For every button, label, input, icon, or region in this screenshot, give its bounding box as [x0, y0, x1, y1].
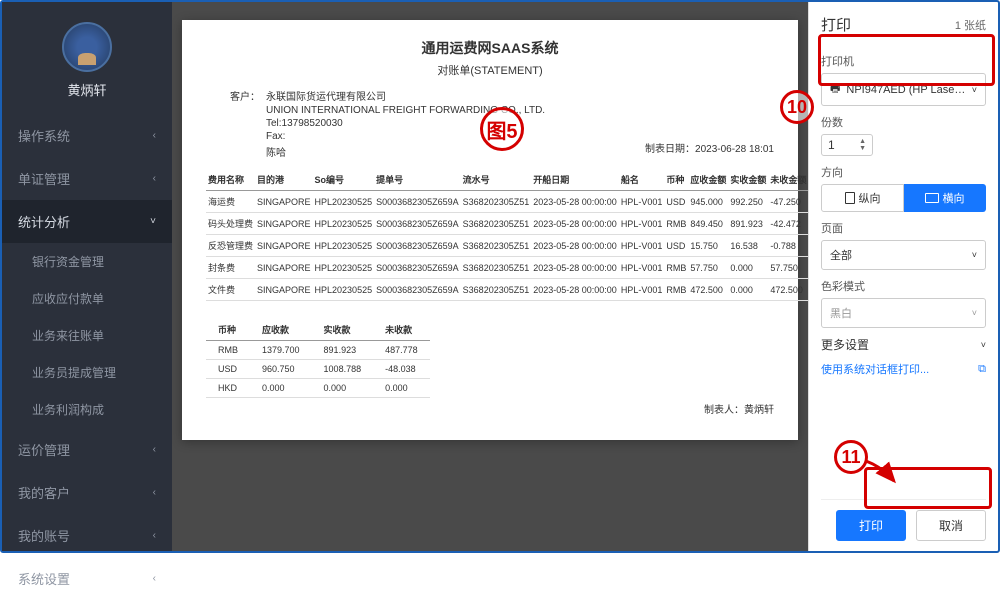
sidebar-subitem-profit[interactable]: 业务利润构成 — [2, 391, 172, 428]
table-row: 码头处理费SINGAPOREHPL20230525S0003682305Z659… — [206, 213, 808, 235]
more-settings[interactable]: 更多设置˅ — [821, 328, 986, 361]
copies-label: 份数 — [821, 114, 986, 130]
chevron-down-icon: ˅ — [972, 85, 977, 95]
printer-label: 打印机 — [821, 53, 986, 69]
page-subtitle: 对账单(STATEMENT) — [206, 62, 774, 78]
sidebar-subitem-arap[interactable]: 应收应付款单 — [2, 280, 172, 317]
table-header: 提单号 — [374, 169, 461, 191]
table-row: 海运费SINGAPOREHPL20230525S0003682305Z659AS… — [206, 191, 808, 213]
orient-landscape-button[interactable]: 横向 — [904, 184, 986, 212]
chevron-left-icon: ‹ — [153, 173, 156, 184]
maker: 制表人：黄炳轩 — [704, 401, 774, 416]
table-header: 币种 — [206, 319, 250, 341]
chevron-left-icon: ‹ — [153, 444, 156, 455]
sidebar-item-freight[interactable]: 运价管理 ‹ — [2, 428, 172, 471]
table-header: 实收款 — [312, 319, 374, 341]
chevron-left-icon: ‹ — [153, 530, 156, 541]
table-header: 应收款 — [250, 319, 312, 341]
portrait-icon — [845, 192, 855, 204]
table-row: 封条费SINGAPOREHPL20230525S0003682305Z659AS… — [206, 257, 808, 279]
spin-up-icon[interactable]: ▲ — [859, 139, 866, 145]
statement-page: 通用运费网SAAS系统 对账单(STATEMENT) 客户：永联国际货运代理有限… — [182, 20, 798, 440]
sidebar-subitem-commission[interactable]: 业务员提成管理 — [2, 354, 172, 391]
sidebar-item-stats[interactable]: 统计分析 ˅ — [2, 200, 172, 243]
cust-en: UNION INTERNATIONAL FREIGHT FORWARDING C… — [266, 105, 545, 116]
external-icon: ⧉ — [978, 363, 986, 376]
system-dialog-link[interactable]: 使用系统对话框打印...⧉ — [821, 361, 986, 377]
table-header: 实收金额 — [728, 169, 768, 191]
table-header: 币种 — [664, 169, 688, 191]
sidebar-subitem-bankfund[interactable]: 银行资金管理 — [2, 243, 172, 280]
table-row: 文件费SINGAPOREHPL20230525S0003682305Z659AS… — [206, 279, 808, 301]
chevron-down-icon: ˅ — [150, 216, 156, 227]
sidebar-item-label: 操作系统 — [18, 126, 70, 145]
print-preview: 通用运费网SAAS系统 对账单(STATEMENT) 客户：永联国际货运代理有限… — [172, 2, 808, 551]
copies-value: 1 — [828, 138, 835, 152]
table-header: 应收金额 — [688, 169, 728, 191]
table-row: HKD0.0000.0000.000 — [206, 379, 430, 398]
chevron-left-icon: ‹ — [153, 487, 156, 498]
table-header: 流水号 — [461, 169, 532, 191]
meta-date: 制表日期：2023-06-28 18:01 — [645, 140, 774, 155]
avatar — [62, 22, 112, 72]
table-row: USD960.7501008.788-48.038 — [206, 360, 430, 379]
page-title: 通用运费网SAAS系统 — [206, 38, 774, 58]
sidebar-item-label: 系统设置 — [18, 569, 70, 588]
table-header: 费用名称 — [206, 169, 255, 191]
sidebar-item-label: 统计分析 — [18, 212, 70, 231]
sidebar-subitem-bizbill[interactable]: 业务来往账单 — [2, 317, 172, 354]
sidebar-item-docs[interactable]: 单证管理 ‹ — [2, 157, 172, 200]
table-header: 船名 — [619, 169, 665, 191]
cust-tel: Tel:13798520030 — [266, 118, 343, 129]
landscape-icon — [925, 193, 939, 203]
cust-fax: Fax: — [266, 131, 285, 142]
table-header: 未收金额 — [768, 169, 808, 191]
chevron-left-icon: ‹ — [153, 573, 156, 584]
sidebar-item-settings[interactable]: 系统设置 ‹ — [2, 557, 172, 600]
print-panel: 打印 1 张纸 打印机 🖶 NPI947AED (HP LaserJe... ˅… — [808, 2, 998, 551]
orient-portrait-button[interactable]: 纵向 — [821, 184, 904, 212]
chevron-down-icon: ˅ — [972, 250, 977, 260]
sidebar-item-label: 运价管理 — [18, 440, 70, 459]
orientation-toggle: 纵向 横向 — [821, 184, 986, 212]
printer-icon: 🖶 — [830, 80, 840, 99]
summary-table: 币种应收款实收款未收款 RMB1379.700891.923487.778USD… — [206, 319, 430, 398]
printer-select[interactable]: 🖶 NPI947AED (HP LaserJe... ˅ — [821, 73, 986, 106]
sidebar-item-label: 我的客户 — [18, 483, 70, 502]
cust-label: 客户： — [206, 88, 266, 103]
chevron-down-icon: ˅ — [972, 308, 977, 318]
sidebar-item-label: 单证管理 — [18, 169, 70, 188]
chevron-left-icon: ‹ — [153, 130, 156, 141]
fees-table: 费用名称目的港So编号提单号流水号开船日期船名币种应收金额实收金额未收金额 海运… — [206, 169, 808, 301]
table-row: RMB1379.700891.923487.778 — [206, 341, 430, 360]
table-header: So编号 — [313, 169, 375, 191]
username: 黄炳轩 — [67, 80, 106, 99]
pages-count: 1 张纸 — [955, 17, 986, 33]
spin-down-icon[interactable]: ▼ — [859, 146, 866, 152]
table-row: 反恐管理费SINGAPOREHPL20230525S0003682305Z659… — [206, 235, 808, 257]
pages-select[interactable]: 全部˅ — [821, 240, 986, 270]
cust-name: 永联国际货运代理有限公司 — [266, 88, 386, 103]
pages-label: 页面 — [821, 220, 986, 236]
table-header: 未收款 — [373, 319, 430, 341]
sidebar-item-account[interactable]: 我的账号 ‹ — [2, 514, 172, 557]
sidebar-item-label: 我的账号 — [18, 526, 70, 545]
printer-name: NPI947AED (HP LaserJe... — [846, 84, 965, 96]
color-label: 色彩模式 — [821, 278, 986, 294]
sidebar-item-operate[interactable]: 操作系统 ‹ — [2, 114, 172, 157]
sidebar-item-customers[interactable]: 我的客户 ‹ — [2, 471, 172, 514]
cancel-button[interactable]: 取消 — [916, 510, 986, 541]
color-select[interactable]: 黑白˅ — [821, 298, 986, 328]
table-header: 目的港 — [255, 169, 313, 191]
sidebar: 黄炳轩 操作系统 ‹ 单证管理 ‹ 统计分析 ˅ 银行资金管理 应收应付款单 业务来往… — [2, 2, 172, 551]
copies-input[interactable]: 1 ▲▼ — [821, 134, 873, 156]
cust-cc: 陈哈 — [266, 144, 286, 159]
user-box: 黄炳轩 — [2, 12, 172, 114]
print-panel-title: 打印 — [821, 14, 851, 35]
print-button[interactable]: 打印 — [836, 510, 906, 541]
chevron-down-icon: ˅ — [981, 340, 986, 350]
orient-label: 方向 — [821, 164, 986, 180]
table-header: 开船日期 — [531, 169, 619, 191]
